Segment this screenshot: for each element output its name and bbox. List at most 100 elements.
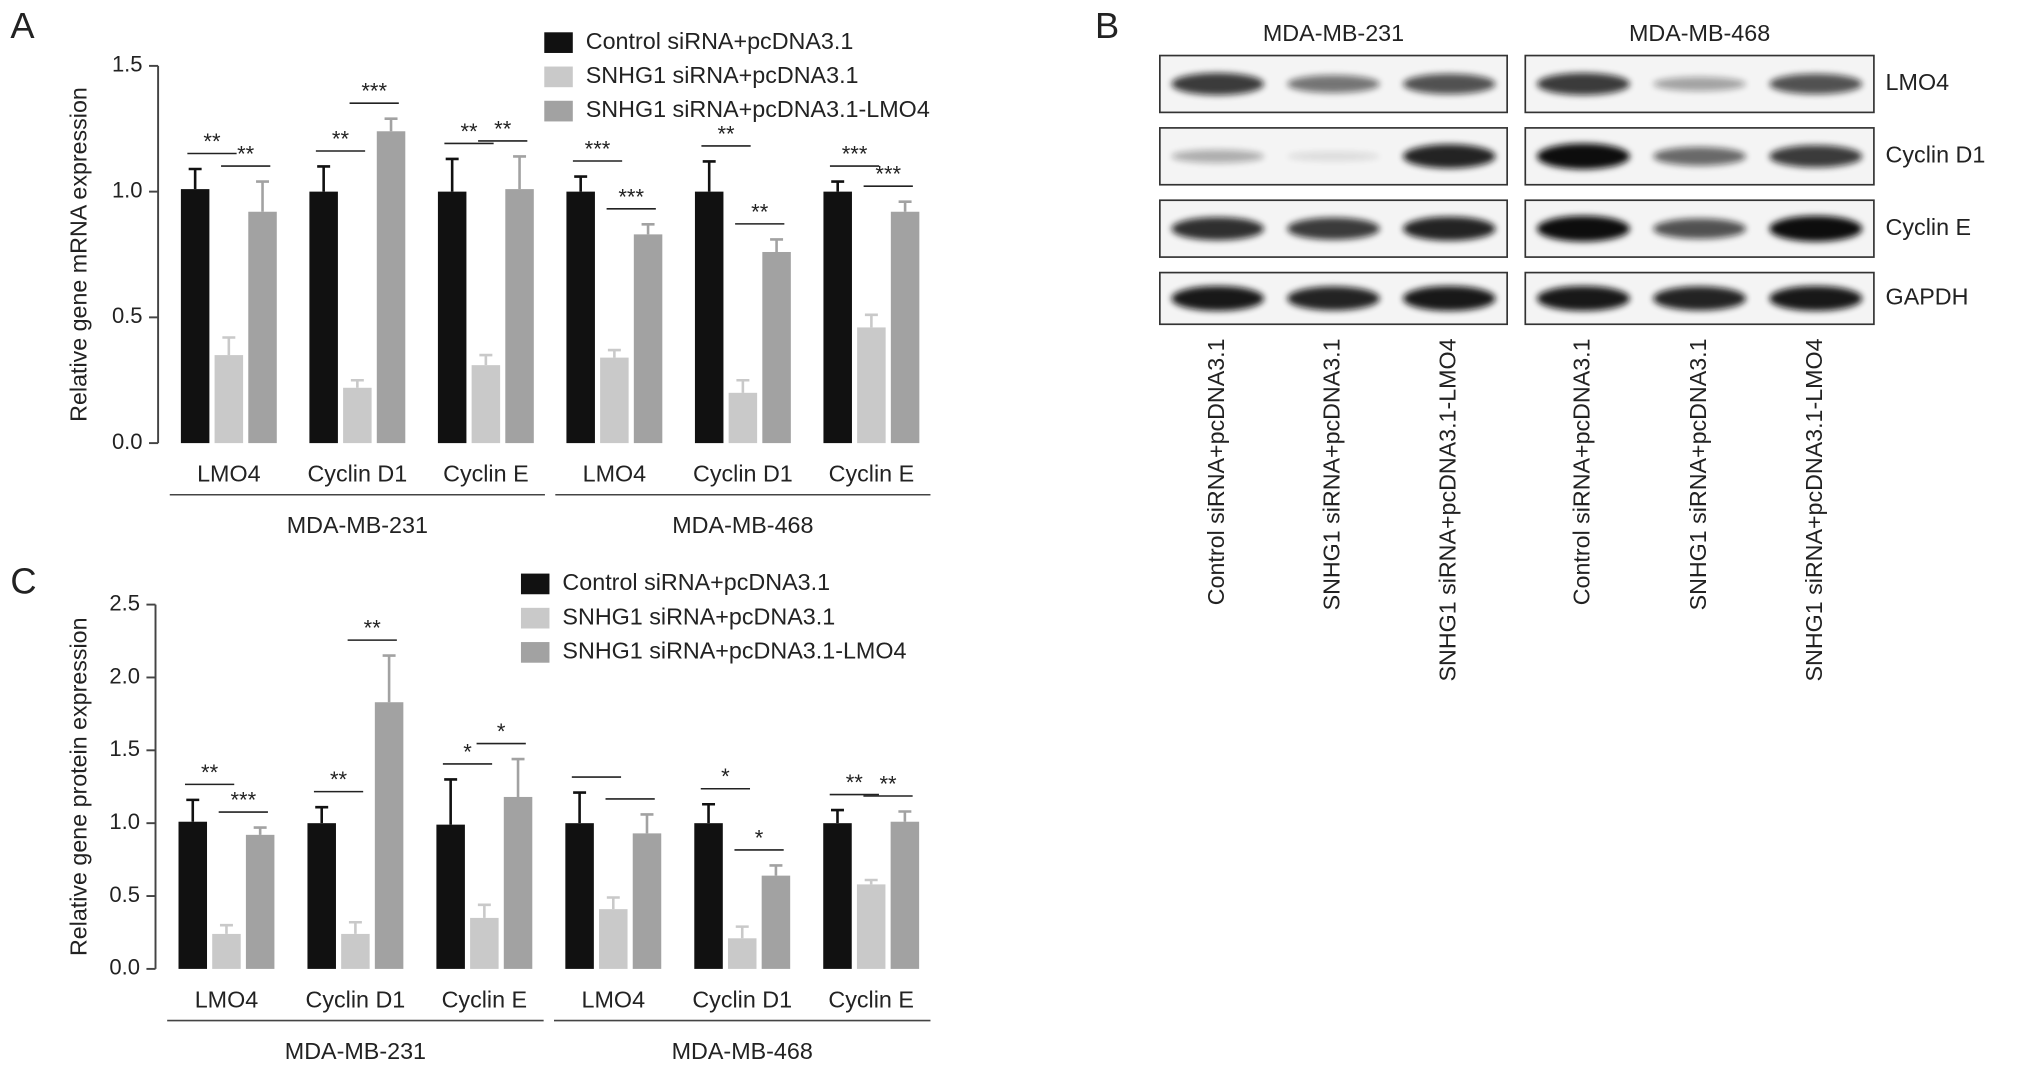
error-bar <box>770 238 784 252</box>
error-bar <box>513 155 527 190</box>
protein-label: Cyclin D1 <box>1886 141 1986 167</box>
y-tick-label: 0.0 <box>109 955 140 980</box>
error-bar <box>445 157 459 192</box>
lane-label: SNHG1 siRNA+pcDNA3.1 <box>1685 338 1711 610</box>
legend-swatch <box>544 100 573 122</box>
significance-label: ** <box>332 126 350 151</box>
error-bar <box>736 378 750 393</box>
legend-label: SNHG1 siRNA+pcDNA3.1-LMO4 <box>562 638 906 664</box>
error-bar <box>735 925 749 939</box>
x-tick-label: Cyclin E <box>442 986 528 1012</box>
x-tick-label: LMO4 <box>583 461 647 487</box>
error-bar <box>222 336 236 356</box>
legend-label: SNHG1 siRNA+pcDNA3.1 <box>586 62 859 88</box>
bar <box>307 823 336 969</box>
blot-band <box>1769 145 1863 168</box>
blot-band <box>1287 286 1380 311</box>
bar <box>212 933 241 969</box>
significance-label: *** <box>230 788 256 813</box>
bar <box>178 821 208 969</box>
bar <box>599 909 628 969</box>
x-tick-label: Cyclin D1 <box>307 461 407 487</box>
blot-band <box>1536 285 1630 311</box>
bar <box>856 884 886 969</box>
blot-band <box>1536 215 1630 242</box>
x-tick-label: Cyclin E <box>829 461 915 487</box>
significance-label: *** <box>618 184 644 209</box>
bar <box>376 131 406 444</box>
significance-label: ** <box>494 116 512 141</box>
protein-label: Cyclin E <box>1886 214 1972 240</box>
bar <box>857 327 886 444</box>
y-tick-label: 0.5 <box>112 303 143 328</box>
bar <box>245 834 275 969</box>
bar <box>436 824 465 969</box>
blot-band <box>1402 285 1496 311</box>
error-bar <box>188 167 202 190</box>
legend-label: Control siRNA+pcDNA3.1 <box>562 569 830 595</box>
y-tick-label: 2.5 <box>109 590 140 615</box>
y-tick-label: 0.5 <box>109 882 140 907</box>
error-bar <box>864 313 878 328</box>
error-bar <box>382 654 396 703</box>
bar <box>470 917 499 969</box>
error-bar <box>702 160 716 192</box>
error-bar <box>256 180 270 212</box>
blot-band <box>1171 285 1265 311</box>
significance-label: ** <box>201 760 219 785</box>
error-bar <box>640 813 654 834</box>
bar <box>309 191 338 444</box>
error-bar <box>864 878 878 885</box>
blot-band <box>1287 217 1380 240</box>
error-bar <box>186 798 200 822</box>
significance-label: ** <box>751 199 769 224</box>
bar <box>471 365 501 444</box>
significance-label: *** <box>842 142 868 167</box>
x-tick-label: Cyclin D1 <box>692 986 792 1012</box>
bar <box>694 191 724 444</box>
x-tick-label: LMO4 <box>195 986 259 1012</box>
error-bar <box>444 778 458 825</box>
significance-label: *** <box>875 162 901 187</box>
panel-label: A <box>10 5 35 46</box>
y-axis-label: Relative gene protein expression <box>65 617 91 956</box>
significance-label: *** <box>361 79 387 104</box>
error-bar <box>641 223 655 235</box>
significance-label: * <box>463 739 472 764</box>
blot-band <box>1402 216 1496 241</box>
blot-band <box>1653 286 1747 311</box>
protein-label: GAPDH <box>1886 284 1969 310</box>
bar <box>633 234 663 444</box>
bar <box>565 823 594 969</box>
x-tick-label: Cyclin D1 <box>306 986 406 1012</box>
error-bar <box>831 808 844 824</box>
blot-band <box>1402 73 1496 95</box>
significance-label: ** <box>330 767 348 792</box>
bar <box>632 833 662 969</box>
significance-label: ** <box>364 616 382 641</box>
blot-band <box>1769 285 1863 311</box>
y-tick-label: 0.0 <box>112 429 143 454</box>
bar <box>761 875 791 969</box>
error-bar <box>607 348 621 358</box>
legend-swatch <box>520 573 550 595</box>
error-bar <box>898 200 912 212</box>
bar <box>343 387 372 444</box>
bar <box>505 189 534 444</box>
blot-band <box>1536 72 1630 96</box>
blot-band <box>1653 218 1747 239</box>
significance-label: ** <box>717 121 735 146</box>
error-bar <box>511 757 525 797</box>
panel-label: B <box>1095 5 1119 46</box>
bar <box>248 211 277 444</box>
bar <box>374 702 404 969</box>
significance-label: ** <box>203 129 221 154</box>
error-bar <box>573 791 587 824</box>
bar <box>762 251 791 444</box>
blot-band <box>1402 144 1496 169</box>
error-bar <box>479 353 493 366</box>
significance-label: *** <box>585 137 611 162</box>
blot-band <box>1653 147 1747 166</box>
significance-label: * <box>755 825 764 850</box>
